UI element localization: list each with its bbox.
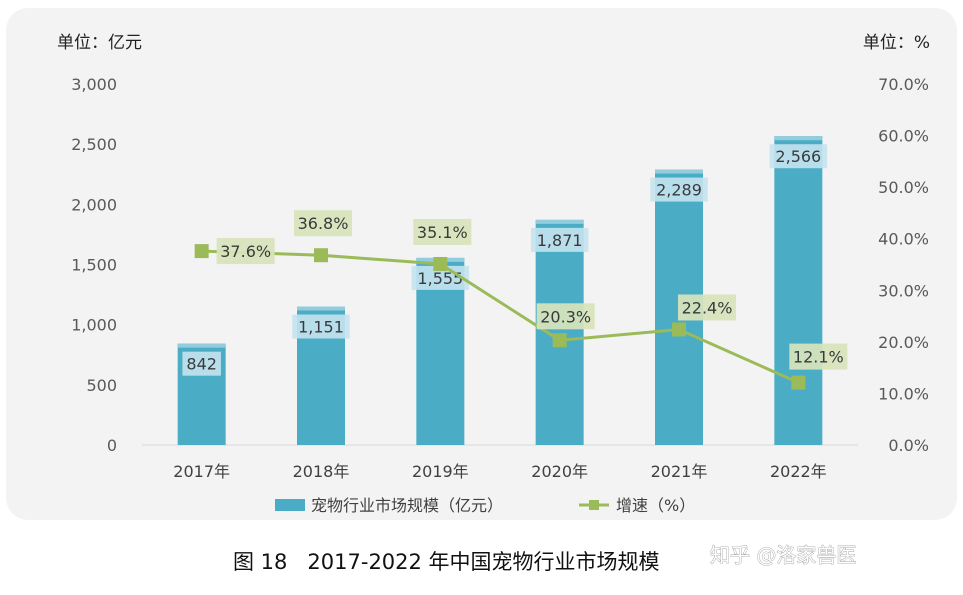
watermark-text: 知乎 @洛家兽医	[710, 543, 856, 567]
line-label-background	[413, 218, 472, 245]
line-data-label: 20.3%	[540, 307, 591, 326]
line-label-background	[216, 238, 275, 265]
line-label-background	[294, 210, 352, 237]
left-tick-label: 1,500	[71, 256, 117, 275]
right-axis-ticks: 0.0% 10.0% 20.0% 30.0% 40.0% 50.0% 60.0% 70.0%	[878, 75, 929, 455]
right-tick-label: 0.0%	[888, 436, 929, 455]
bar-label-background	[650, 177, 708, 202]
growth-marker	[433, 256, 448, 271]
x-tick-label: 2019年	[412, 462, 469, 481]
left-tick-label: 0	[107, 436, 117, 455]
legend-line-label: 增速（%）	[616, 496, 695, 515]
legend-bar-label: 宠物行业市场规模（亿元）	[311, 496, 503, 515]
line-label-background	[536, 303, 595, 330]
x-tick-label: 2020年	[531, 462, 588, 481]
growth-marker	[194, 244, 209, 259]
right-tick-label: 50.0%	[878, 178, 929, 197]
bar-label-background	[530, 227, 589, 252]
bar-top-highlight	[774, 136, 823, 141]
line-data-label: 36.8%	[298, 214, 349, 233]
bar	[535, 219, 584, 445]
line-label-background	[789, 343, 848, 370]
growth-marker	[791, 375, 806, 390]
bar-top-highlight	[655, 169, 703, 174]
x-axis-ticks: 2017年 2018年 2019年 2020年 2021年 2022年	[173, 462, 826, 481]
right-tick-label: 30.0%	[878, 281, 929, 300]
bar-data-label: 1,151	[298, 317, 344, 336]
left-tick-label: 1,000	[71, 316, 117, 335]
figure-caption: 图 18 2017-2022 年中国宠物行业市场规模	[233, 550, 660, 574]
line-series	[194, 244, 806, 390]
right-tick-label: 40.0%	[878, 230, 929, 249]
left-tick-label: 2,000	[71, 195, 117, 214]
bar	[774, 136, 823, 445]
line-data-label: 12.1%	[793, 348, 844, 367]
bar-data-label: 2,566	[775, 147, 821, 166]
right-tick-label: 20.0%	[878, 333, 929, 352]
legend-bar-swatch	[275, 499, 305, 511]
left-tick-label: 500	[86, 376, 117, 395]
right-tick-label: 60.0%	[878, 127, 929, 146]
left-axis-ticks: 0 500 1,000 1,500 2,000 2,500 3,000	[71, 75, 117, 455]
right-axis-unit-label: 单位：%	[863, 33, 930, 53]
right-tick-label: 70.0%	[878, 75, 929, 94]
x-tick-label: 2017年	[173, 462, 230, 481]
left-axis-unit-label: 单位：亿元	[57, 33, 142, 53]
growth-line	[201, 249, 799, 384]
x-tick-label: 2018年	[293, 462, 350, 481]
bar-data-label: 2,289	[656, 181, 702, 200]
line-data-label: 22.4%	[682, 298, 733, 317]
growth-marker	[552, 333, 567, 348]
bar-top-highlight	[177, 343, 226, 348]
growth-marker	[314, 248, 328, 263]
left-tick-label: 2,500	[71, 135, 117, 154]
bar-data-label: 1,871	[537, 231, 583, 250]
bar-label-background	[769, 144, 828, 169]
x-tick-label: 2021年	[651, 462, 708, 481]
left-tick-label: 3,000	[71, 75, 117, 94]
right-tick-label: 10.0%	[878, 384, 929, 403]
legend: 宠物行业市场规模（亿元） 增速（%）	[275, 496, 695, 515]
line-label-background	[678, 294, 736, 321]
bar-label-background	[182, 351, 221, 376]
line-data-label: 37.6%	[220, 242, 271, 261]
x-tick-label: 2022年	[770, 462, 827, 481]
bar-data-label: 842	[186, 355, 217, 374]
growth-marker	[672, 322, 686, 337]
chart-panel-background	[6, 8, 957, 520]
legend-line-marker	[589, 500, 599, 510]
bar-top-highlight	[535, 219, 584, 224]
line-data-labels: 37.6% 36.8% 35.1% 20.3% 22.4% 12.1%	[216, 210, 848, 370]
line-data-label: 35.1%	[417, 223, 468, 242]
bar-data-label: 1,555	[417, 269, 463, 288]
bar-label-background	[292, 314, 350, 339]
bar-top-highlight	[297, 306, 345, 311]
